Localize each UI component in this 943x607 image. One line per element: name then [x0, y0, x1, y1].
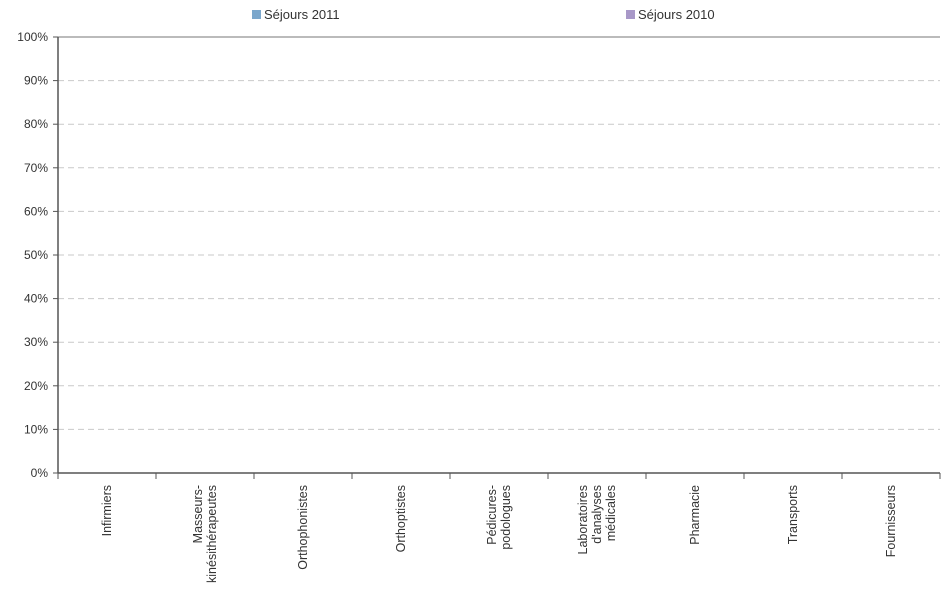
x-tick-label-line: Orthophonistes — [296, 485, 310, 570]
legend-label: Séjours 2010 — [638, 7, 715, 22]
y-tick-label: 90% — [24, 74, 48, 88]
y-tick-label: 50% — [24, 248, 48, 262]
legend-item: Séjours 2011 — [252, 7, 340, 22]
y-tick-label: 0% — [31, 466, 49, 480]
x-tick-label: Pédicures-podologues — [485, 485, 513, 550]
y-tick-label: 10% — [24, 422, 48, 436]
x-tick-label-line: Infirmiers — [100, 485, 114, 536]
x-tick-label: Transports — [786, 485, 800, 544]
y-tick-label: 40% — [24, 292, 48, 306]
x-tick-label-line: d'analyses — [590, 485, 604, 544]
x-tick-label-line: Orthoptistes — [394, 485, 408, 552]
x-tick-label: Infirmiers — [100, 485, 114, 536]
y-tick-label: 80% — [24, 117, 48, 131]
x-tick-label-line: kinésithérapeutes — [205, 485, 219, 583]
x-tick-label: Orthophonistes — [296, 485, 310, 570]
y-tick-label: 30% — [24, 335, 48, 349]
x-tick-label: Orthoptistes — [394, 485, 408, 552]
legend: Séjours 2011 Séjours 2010 — [252, 7, 715, 22]
legend-label: Séjours 2011 — [264, 7, 340, 22]
x-tick-label: Pharmacie — [688, 485, 702, 545]
x-tick-label-line: Pédicures- — [485, 485, 499, 545]
legend-item: Séjours 2010 — [626, 7, 715, 22]
x-tick-label: Laboratoiresd'analysesmédicales — [576, 485, 618, 555]
x-tick-label-line: Pharmacie — [688, 485, 702, 545]
y-tick-label: 20% — [24, 379, 48, 393]
x-tick-label-line: Fournisseurs — [884, 485, 898, 557]
x-tick-label-line: Laboratoires — [576, 485, 590, 555]
gridlines — [58, 36, 940, 430]
x-tick-label-line: Masseurs- — [191, 485, 205, 543]
x-tick-label-line: podologues — [499, 485, 513, 550]
y-tick-label: 100% — [17, 30, 48, 44]
x-axis: Infirmiers Masseurs-kinésithérapeutes Orth… — [57, 472, 941, 583]
x-tick-label: Masseurs-kinésithérapeutes — [191, 485, 219, 583]
legend-swatch — [626, 10, 635, 19]
y-axis: 0% 10% 20% 30% 40% 50% 60% 70% 80% 90% 100% — [17, 30, 59, 480]
x-tick-label: Fournisseurs — [884, 485, 898, 557]
y-tick-label: 60% — [24, 204, 48, 218]
y-tick-label: 70% — [24, 161, 48, 175]
x-tick-label-line: Transports — [786, 485, 800, 544]
x-tick-label-line: médicales — [604, 485, 618, 541]
legend-swatch — [252, 10, 261, 19]
